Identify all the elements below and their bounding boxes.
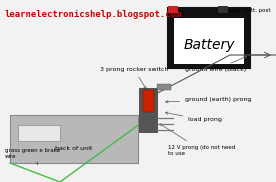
Text: grass green e brake
wire: grass green e brake wire (5, 148, 60, 164)
Bar (168, 8, 250, 68)
Text: ground wire (black): ground wire (black) (185, 56, 247, 72)
Bar (168, 6, 178, 13)
Bar (218, 6, 228, 13)
Text: 3 prong rocker switch: 3 prong rocker switch (100, 67, 168, 89)
Text: Battery: Battery (183, 38, 235, 52)
Bar (18, 125, 60, 141)
Bar (143, 90, 154, 112)
Text: back of unit: back of unit (55, 145, 93, 151)
Bar (174, 18, 244, 64)
Text: neg. batt. post: neg. batt. post (230, 8, 270, 13)
Text: load prong: load prong (166, 112, 222, 122)
Bar (10, 115, 138, 163)
Bar (139, 88, 157, 132)
Text: ground (earth) prong: ground (earth) prong (166, 98, 251, 103)
Bar (157, 84, 171, 90)
Text: 12 V prong (do not need
to use: 12 V prong (do not need to use (160, 124, 235, 156)
Text: learnelectronicshelp.blogspot.com: learnelectronicshelp.blogspot.com (5, 10, 182, 19)
